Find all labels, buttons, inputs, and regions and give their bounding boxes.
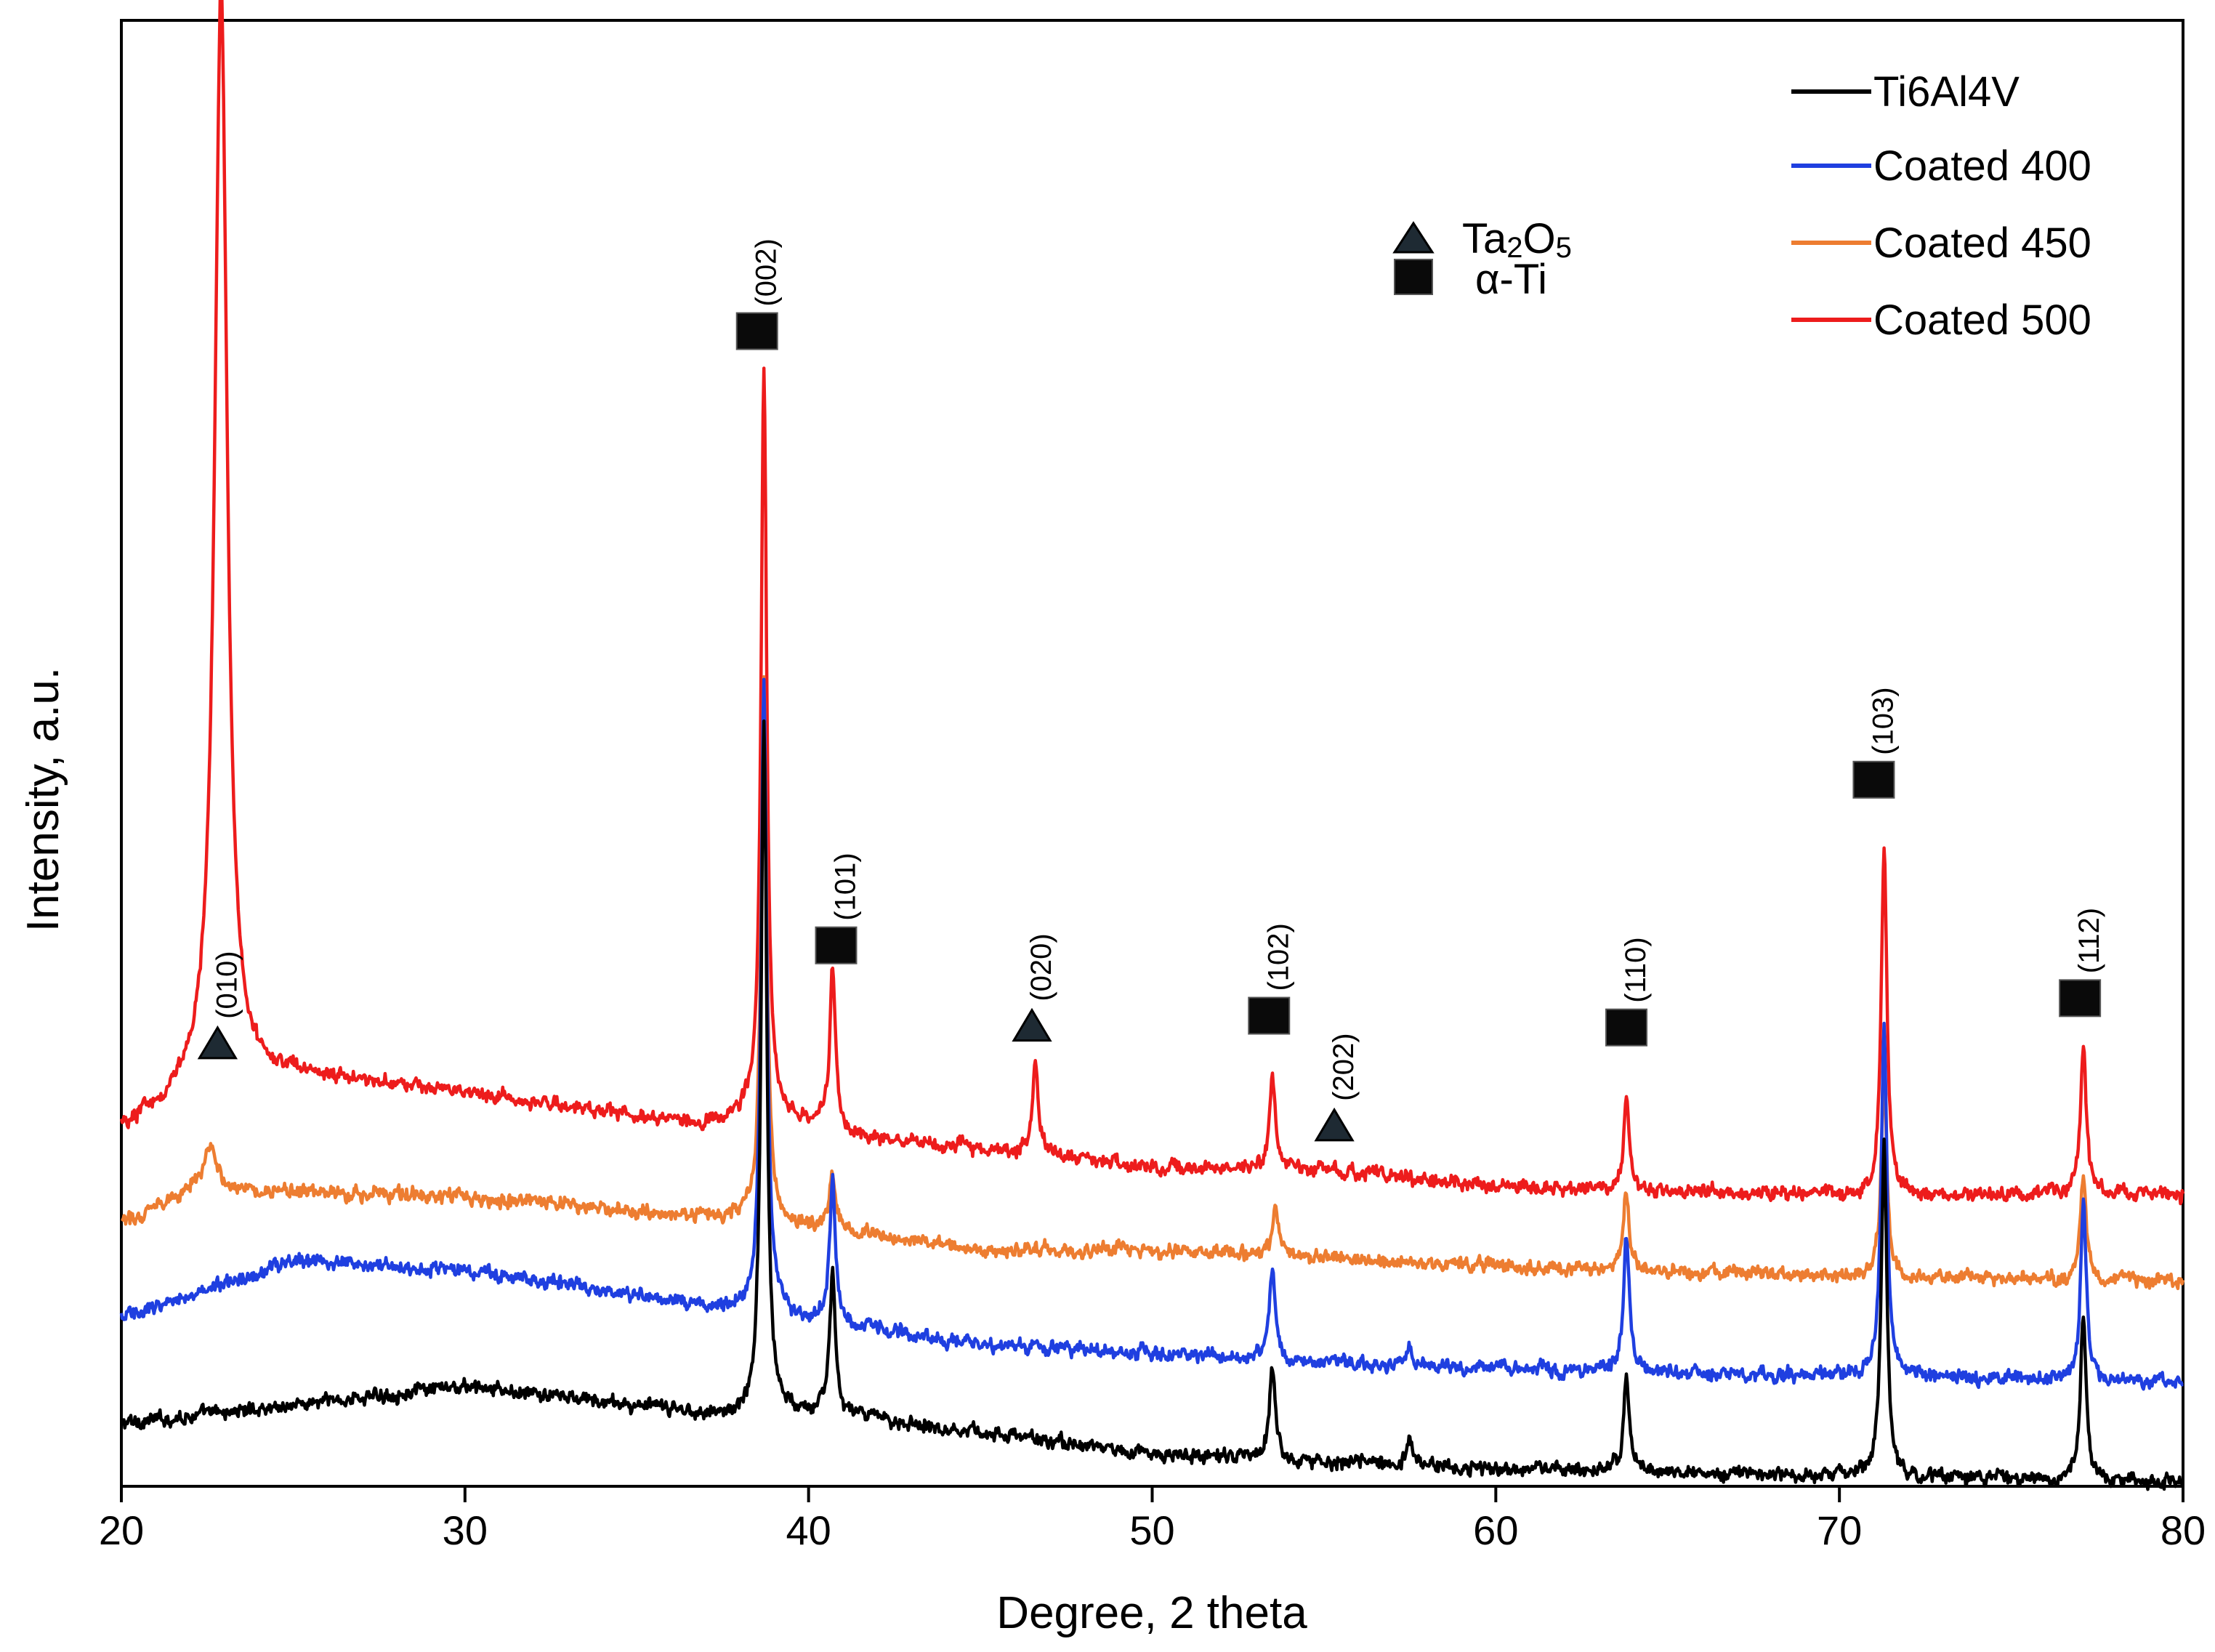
x-tick-label: 40: [786, 1507, 831, 1553]
series-line-coated-400: [119, 677, 2184, 1391]
peak-hkl-label: (020): [1025, 933, 1057, 1001]
peak-hkl-label: (101): [829, 853, 861, 920]
marker-layer: (010) (002) (101) (020) (102) (202) (110) (103)…: [197, 238, 2105, 1142]
peak-hkl-label: (103): [1867, 687, 1899, 754]
peak-marker-square-icon: [1852, 760, 1895, 799]
peak-hkl-label: (002): [751, 238, 783, 306]
phase-legend: Ta2O5 α-Ti: [1392, 215, 1572, 303]
series-legend: Ti6Al4V Coated 400 Coated 450 Coated 500: [1791, 68, 2091, 344]
peak-marker-square-icon: [1248, 996, 1291, 1035]
x-tick-label: 80: [2160, 1507, 2206, 1553]
phase-legend-alpha-ti: α-Ti: [1475, 256, 1547, 303]
peak-marker-triangle-icon: [197, 1025, 238, 1060]
x-tick-label: 20: [99, 1507, 144, 1553]
peak-marker-square-icon: [735, 312, 778, 350]
legend-label-coated-400: Coated 400: [1873, 142, 2091, 190]
peak-marker-square-icon: [815, 926, 858, 964]
peak-hkl-label: (112): [2073, 908, 2105, 973]
phase-legend-square-icon: [1394, 259, 1433, 295]
legend-label-coated-500: Coated 500: [1873, 297, 2091, 344]
x-tick-label: 60: [1473, 1507, 1518, 1553]
legend-label-ti6al4v: Ti6Al4V: [1873, 68, 2020, 116]
y-axis-label: Intensity, a.u.: [18, 667, 68, 932]
x-tick-label: 70: [1817, 1507, 1862, 1553]
x-tick-label: 30: [443, 1507, 488, 1553]
peak-marker-square-icon: [1605, 1008, 1648, 1047]
peak-marker-triangle-icon: [1314, 1107, 1355, 1142]
series-line-ti6al4v: [119, 719, 2184, 1491]
legend-label-coated-450: Coated 450: [1873, 219, 2091, 267]
x-axis-label: Degree, 2 theta: [996, 1588, 1307, 1638]
phase-legend-ta2o5: Ta2O5: [1462, 215, 1572, 264]
x-ticks: 20 30 40 50 60 70 80: [99, 1486, 2206, 1553]
series-layer: [119, 0, 2185, 1491]
peak-hkl-label: (102): [1262, 923, 1294, 991]
peak-hkl-label: (202): [1328, 1033, 1360, 1100]
series-line-coated-450: [120, 674, 2185, 1291]
peak-marker-triangle-icon: [1012, 1007, 1052, 1042]
phase-legend-triangle-icon: [1392, 221, 1435, 254]
peak-hkl-label: (110): [1620, 937, 1652, 1002]
series-line-coated-500: [119, 0, 2185, 1206]
x-tick-label: 50: [1129, 1507, 1174, 1553]
peak-hkl-label: (010): [211, 951, 243, 1018]
peak-marker-square-icon: [2059, 979, 2102, 1018]
